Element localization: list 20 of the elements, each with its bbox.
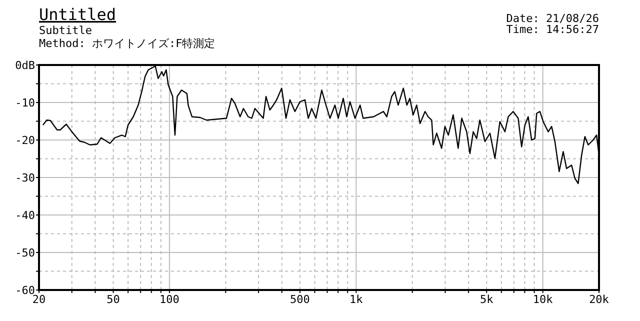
x-tick-label: 100 [160,293,180,306]
text: Method: ホワイトノイズ:F特測定 [39,37,216,50]
y-tick-label: -20 [15,134,35,147]
y-tick-label: 0dB [15,59,36,72]
chart-title: Untitled [39,5,116,24]
chart-subtitle: Subtitle [39,24,92,37]
text: Date: 21/08/26 [506,12,599,25]
y-tick-label: -50 [15,246,35,260]
x-tick-label: 5k [480,293,494,306]
x-tick-label: 20 [32,293,46,306]
x-tick-label: 20k [589,293,610,306]
y-tick-label: -40 [15,209,35,222]
y-tick-label: -10 [15,96,35,110]
x-tick-label: 10k [532,293,554,306]
text: Time: 14:56:27 [506,23,599,36]
x-tick-label: 500 [290,293,310,306]
x-tick-label: 50 [106,293,120,306]
x-tick-label: 1k [350,293,364,306]
y-tick-label: -30 [15,172,35,184]
y-tick-label: -60 [15,284,35,297]
